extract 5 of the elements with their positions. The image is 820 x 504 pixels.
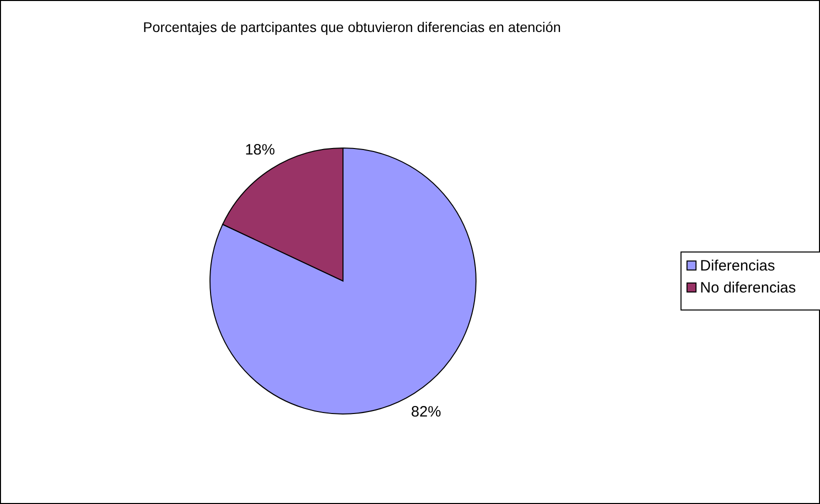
data-label: 82% (411, 403, 442, 420)
legend-label: Diferencias (700, 258, 776, 274)
data-label: 18% (244, 142, 275, 159)
chart-title: Porcentajes de partcipantes que obtuvieron diferencias en atención (143, 19, 561, 35)
legend-label: No diferencias (700, 280, 796, 296)
